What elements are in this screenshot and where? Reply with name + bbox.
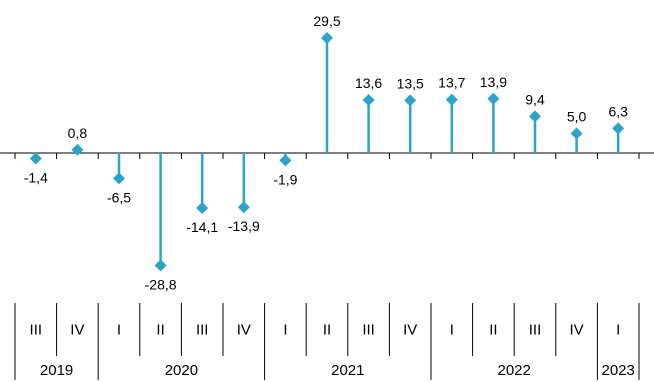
category-label: I — [616, 322, 620, 339]
data-label: 5,0 — [567, 109, 587, 125]
data-label: -1,9 — [273, 171, 297, 187]
data-point — [612, 122, 625, 135]
data-label: 9,4 — [525, 91, 545, 107]
data-label: -6,5 — [107, 189, 131, 205]
data-label: 13,6 — [355, 75, 382, 91]
data-point — [71, 143, 84, 156]
year-label: 2023 — [602, 362, 635, 379]
category-label: I — [450, 322, 454, 339]
data-label: -28,8 — [145, 276, 177, 292]
category-label: IV — [570, 322, 584, 339]
data-point — [487, 92, 500, 105]
category-label: II — [323, 322, 331, 339]
category-label: I — [283, 322, 287, 339]
data-point — [445, 93, 458, 106]
category-label: III — [30, 322, 43, 339]
data-point — [113, 172, 125, 185]
category-label: II — [489, 322, 497, 339]
data-point — [196, 201, 209, 214]
data-point — [321, 31, 333, 44]
data-point — [154, 259, 167, 272]
category-label: II — [156, 322, 164, 339]
data-label: -1,4 — [24, 169, 48, 185]
category-label: I — [117, 322, 121, 339]
data-point — [279, 154, 292, 167]
year-label: 2020 — [165, 362, 198, 379]
data-label: 6,3 — [608, 103, 628, 119]
category-label: IV — [70, 322, 84, 339]
data-point — [529, 110, 541, 123]
data-label: 13,7 — [438, 75, 465, 91]
data-label: 13,9 — [480, 74, 507, 90]
year-label: 2022 — [498, 362, 531, 379]
category-label: III — [529, 322, 542, 339]
data-label: 13,5 — [397, 75, 424, 91]
data-label: -14,1 — [186, 219, 218, 235]
data-point — [570, 127, 583, 140]
category-label: III — [362, 322, 375, 339]
category-label: IV — [237, 322, 251, 339]
data-point — [237, 201, 250, 214]
data-label: -13,9 — [228, 218, 260, 234]
data-label: 0,8 — [68, 125, 88, 141]
year-label: 2021 — [331, 362, 364, 379]
year-label: 2019 — [40, 362, 73, 379]
category-label: III — [196, 322, 209, 339]
data-point — [29, 152, 42, 165]
data-point — [362, 93, 375, 106]
data-label: 29,5 — [313, 13, 340, 29]
category-label: IV — [403, 322, 417, 339]
data-point — [404, 94, 417, 107]
